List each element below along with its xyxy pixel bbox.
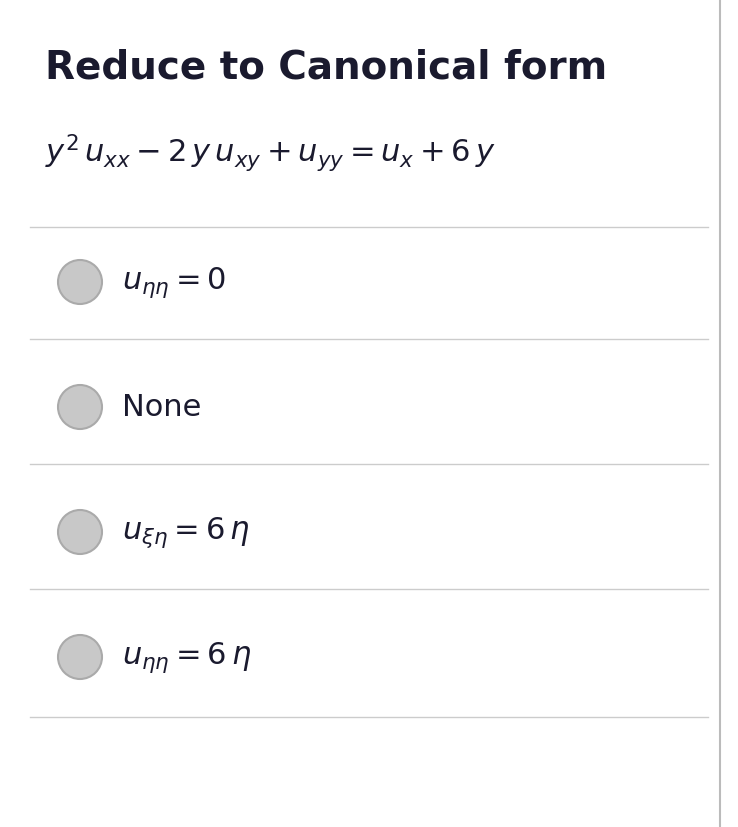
Text: $u_{\xi\eta} = 6\,\eta$: $u_{\xi\eta} = 6\,\eta$ [122, 515, 249, 549]
Text: $u_{\eta\eta} = 0$: $u_{\eta\eta} = 0$ [122, 265, 226, 299]
Circle shape [58, 385, 102, 429]
Circle shape [58, 635, 102, 679]
Text: $u_{\eta\eta} = 6\,\eta$: $u_{\eta\eta} = 6\,\eta$ [122, 640, 252, 674]
Text: None: None [122, 393, 201, 422]
Circle shape [58, 510, 102, 554]
Text: Reduce to Canonical form: Reduce to Canonical form [45, 48, 607, 86]
Text: $y^2\,u_{xx} - 2\,y\,u_{xy} + u_{yy} = u_x + 6\,y$: $y^2\,u_{xx} - 2\,y\,u_{xy} + u_{yy} = u… [45, 133, 496, 174]
Circle shape [58, 261, 102, 304]
